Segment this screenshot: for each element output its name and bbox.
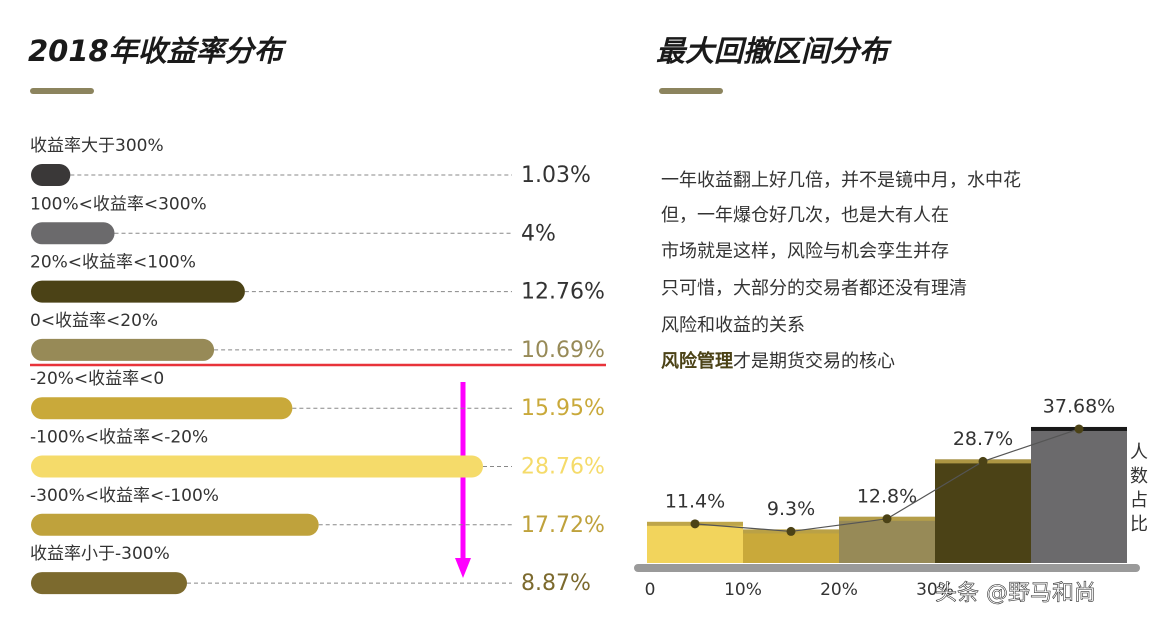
value-label: 4%	[521, 221, 556, 246]
right-title: 最大回撤区间分布	[656, 34, 892, 68]
value-label: 15.95%	[521, 396, 605, 421]
para-line: 市场就是这样，风险与机会孪生并存	[661, 241, 949, 262]
para-line: 一年收益翻上好几倍，并不是镜中月，水中花	[661, 170, 1021, 191]
trend-dot	[1074, 424, 1084, 434]
bar	[647, 521, 743, 563]
arrow-head	[455, 558, 471, 578]
bar	[31, 455, 483, 478]
category-label: 收益率小于-300%	[30, 544, 170, 564]
bar	[935, 459, 1031, 563]
plot: 收益率大于300% 1.03% 100%<收益率<300% 4% 20%<收益率<100…	[30, 136, 1127, 600]
y-label-char: 占	[1130, 490, 1148, 511]
para-line: 风险和收益的关系	[661, 315, 805, 336]
para-line: 只可惜，大部分的交易者都还没有理清	[661, 278, 967, 299]
y-label-char: 人	[1130, 442, 1148, 463]
para-rest: 才是期货交易的核心	[733, 351, 895, 372]
value-label: 8.87%	[521, 571, 591, 596]
value-label: 11.4%	[665, 490, 725, 512]
bar	[31, 222, 115, 245]
watermark: 头条 @野马和尚	[935, 581, 1096, 606]
trend-dot	[690, 519, 700, 529]
title-underline	[659, 88, 723, 94]
category-label: 20%<收益率<100%	[30, 253, 196, 273]
category-label: -20%<收益率<0	[30, 369, 164, 389]
value-label: 12.76%	[521, 280, 605, 305]
bar	[31, 164, 71, 186]
x-tick-label: 20%	[820, 580, 858, 600]
bar	[839, 516, 935, 563]
value-label: 12.8%	[857, 485, 917, 507]
category-label: 0<收益率<20%	[30, 311, 158, 331]
category-label: -300%<收益率<-100%	[30, 486, 219, 506]
bar	[1031, 426, 1127, 563]
bar	[31, 572, 188, 595]
category-label: -100%<收益率<-20%	[30, 428, 208, 448]
y-label-char: 数	[1130, 466, 1148, 487]
value-label: 9.3%	[767, 498, 815, 520]
value-label: 28.76%	[521, 455, 605, 480]
value-label: 37.68%	[1043, 395, 1115, 417]
x-tick-label: 0	[645, 580, 656, 600]
category-label: 100%<收益率<300%	[30, 194, 207, 214]
bar	[31, 397, 293, 420]
trend-dot	[882, 514, 892, 524]
x-tick-label: 10%	[724, 580, 762, 600]
value-label: 1.03%	[521, 163, 591, 188]
para-bold: 风险管理	[661, 350, 733, 372]
y-label-char: 比	[1130, 514, 1148, 535]
x-tick-label: 30%	[916, 580, 954, 600]
category-label: 收益率大于300%	[30, 136, 164, 156]
bar	[31, 338, 215, 361]
bar	[31, 513, 319, 536]
left-title: 2018年收益率分布	[28, 34, 287, 68]
value-label: 17.72%	[521, 513, 605, 538]
bar	[31, 280, 245, 303]
trend-dot	[978, 456, 988, 466]
x-axis-bar	[634, 564, 1140, 572]
value-label: 10.69%	[521, 338, 605, 363]
para-line: 风险管理才是期货交易的核心	[661, 350, 895, 372]
title-underline	[30, 88, 94, 94]
value-label: 28.7%	[953, 428, 1013, 450]
trend-dot	[786, 526, 796, 536]
para-line: 但，一年爆仓好几次，也是大有人在	[661, 205, 949, 226]
